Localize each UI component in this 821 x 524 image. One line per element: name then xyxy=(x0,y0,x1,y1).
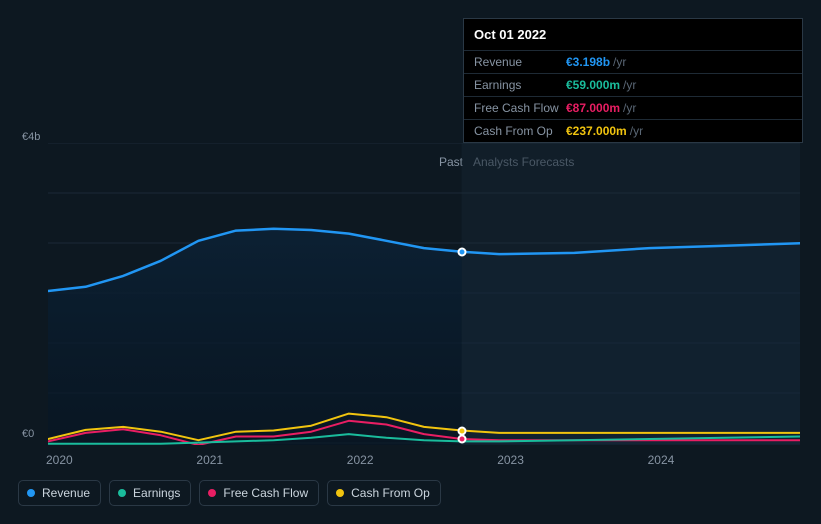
chart-marker xyxy=(457,434,466,443)
xaxis-tick: 2021 xyxy=(196,453,223,467)
tooltip-row-value: €59.000m xyxy=(566,78,620,92)
plot-area[interactable] xyxy=(48,143,800,445)
legend-item[interactable]: Revenue xyxy=(18,480,101,506)
legend-label: Cash From Op xyxy=(351,486,430,500)
tooltip-row-value: €3.198b xyxy=(566,55,610,69)
legend-dot-icon xyxy=(27,489,35,497)
xaxis-tick: 2020 xyxy=(46,453,73,467)
tooltip-date: Oct 01 2022 xyxy=(464,19,802,50)
legend-dot-icon xyxy=(336,489,344,497)
legend-item[interactable]: Cash From Op xyxy=(327,480,441,506)
tooltip-row: Cash From Op€237.000m/yr xyxy=(464,119,802,142)
legend: Revenue Earnings Free Cash Flow Cash From O… xyxy=(18,480,441,506)
legend-label: Revenue xyxy=(42,486,90,500)
tooltip-row-value: €87.000m xyxy=(566,101,620,115)
tooltip-row-unit: /yr xyxy=(613,55,626,69)
tooltip-row-label: Earnings xyxy=(474,78,566,92)
legend-item[interactable]: Free Cash Flow xyxy=(199,480,319,506)
legend-item[interactable]: Earnings xyxy=(109,480,191,506)
chart-marker xyxy=(457,247,466,256)
tooltip-row-unit: /yr xyxy=(623,101,636,115)
tooltip-row: Free Cash Flow€87.000m/yr xyxy=(464,96,802,119)
legend-dot-icon xyxy=(118,489,126,497)
tooltip-row-label: Cash From Op xyxy=(474,124,566,138)
yaxis-label-max: €4b xyxy=(22,131,40,143)
yaxis-label-zero: €0 xyxy=(22,428,34,440)
tooltip-row-label: Free Cash Flow xyxy=(474,101,566,115)
tooltip-row: Revenue€3.198b/yr xyxy=(464,50,802,73)
legend-label: Earnings xyxy=(133,486,180,500)
xaxis-tick: 2022 xyxy=(347,453,374,467)
tooltip-row-value: €237.000m xyxy=(566,124,627,138)
xaxis-tick: 2023 xyxy=(497,453,524,467)
xaxis-tick: 2024 xyxy=(648,453,675,467)
tooltip-row-unit: /yr xyxy=(630,124,643,138)
tooltip-row: Earnings€59.000m/yr xyxy=(464,73,802,96)
tooltip-row-unit: /yr xyxy=(623,78,636,92)
tooltip-row-label: Revenue xyxy=(474,55,566,69)
legend-dot-icon xyxy=(208,489,216,497)
chart-tooltip: Oct 01 2022 Revenue€3.198b/yrEarnings€59… xyxy=(463,18,803,143)
financials-chart: Oct 01 2022 Revenue€3.198b/yrEarnings€59… xyxy=(18,18,803,506)
legend-label: Free Cash Flow xyxy=(223,486,308,500)
